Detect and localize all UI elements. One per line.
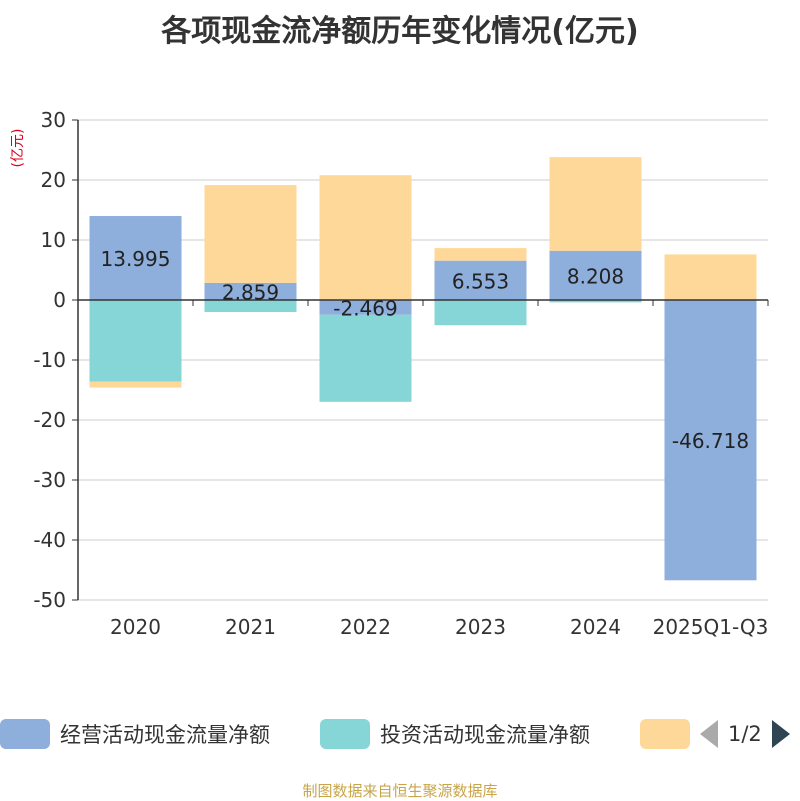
legend-item[interactable] (640, 716, 690, 752)
data-label: -2.469 (333, 296, 397, 320)
bar-2022-series-2[interactable] (319, 175, 412, 300)
x-tick-label: 2024 (570, 615, 621, 639)
chart-title: 各项现金流净额历年变化情况(亿元) (161, 14, 639, 49)
y-tick-labels: 30 20 10 0 -10 -20 -30 -40 -50 (33, 108, 66, 612)
bar-2021-series-1[interactable] (204, 300, 297, 312)
bar-2022-series-0[interactable] (319, 300, 412, 315)
x-tick-label: 2020 (110, 615, 161, 639)
bar-2020-series-2[interactable] (89, 381, 182, 388)
data-label: -46.718 (672, 429, 749, 453)
legend-swatch (0, 719, 50, 749)
bars (89, 157, 757, 581)
legend-label: 经营活动现金流量净额 (60, 723, 270, 747)
bar-2023-series-2[interactable] (434, 248, 527, 261)
bar-2025Q1-Q3-series-2[interactable] (664, 254, 757, 300)
y-tick-label: -30 (33, 468, 66, 492)
y-tick-label: -20 (33, 408, 66, 432)
y-tick-label: -40 (33, 528, 66, 552)
x-tick-label: 2021 (225, 615, 276, 639)
data-label: 13.995 (101, 247, 171, 271)
bar-2020-series-1[interactable] (89, 300, 182, 382)
data-label: 2.859 (222, 280, 279, 304)
legend: 经营活动现金流量净额 投资活动现金流量净额 (0, 716, 800, 756)
bar-2024-series-0[interactable] (549, 250, 642, 300)
legend-page-indicator: 1/2 (728, 722, 762, 746)
x-tick-label: 2025Q1-Q3 (653, 615, 769, 639)
data-source-footer: 制图数据来自恒生聚源数据库 (302, 782, 498, 800)
data-label: 8.208 (567, 264, 624, 288)
bar-2021-series-2[interactable] (204, 185, 297, 283)
legend-next-page-icon[interactable] (771, 720, 790, 748)
y-tick-label: -10 (33, 348, 66, 372)
bar-2023-series-1[interactable] (434, 300, 527, 326)
x-tick-label: 2023 (455, 615, 506, 639)
legend-prev-page-icon[interactable] (700, 720, 718, 748)
bar-2024-series-2[interactable] (549, 157, 642, 251)
y-tick-label: 30 (41, 108, 66, 132)
y-axis-unit-label: (亿元) (10, 129, 26, 168)
bar-2021-series-0[interactable] (204, 282, 297, 300)
y-tick-label: 10 (41, 228, 66, 252)
y-tick-label: 0 (53, 288, 66, 312)
legend-item[interactable]: 经营活动现金流量净额 (0, 716, 270, 752)
bar-2025Q1-Q3-series-0[interactable] (664, 300, 757, 581)
x-tick-labels: 2020 2021 2022 2023 2024 2025Q1-Q3 (110, 615, 768, 639)
y-tick-label: -50 (33, 588, 66, 612)
y-tick-label: 20 (41, 168, 66, 192)
bar-2024-series-1[interactable] (549, 300, 642, 303)
legend-pager: 1/2 (700, 716, 790, 752)
x-tick-label: 2022 (340, 615, 391, 639)
data-label: 6.553 (452, 269, 509, 293)
legend-item[interactable]: 投资活动现金流量净额 (320, 716, 590, 752)
bar-2023-series-0[interactable] (434, 260, 527, 300)
bar-2020-series-0[interactable] (89, 216, 182, 300)
bar-2022-series-1[interactable] (319, 314, 412, 402)
axes (77, 120, 769, 600)
legend-swatch (320, 719, 370, 749)
legend-label: 投资活动现金流量净额 (380, 723, 590, 747)
data-labels: 13.995 2.859 -2.469 6.553 8.208 -46.718 (101, 247, 750, 453)
legend-swatch (640, 719, 690, 749)
